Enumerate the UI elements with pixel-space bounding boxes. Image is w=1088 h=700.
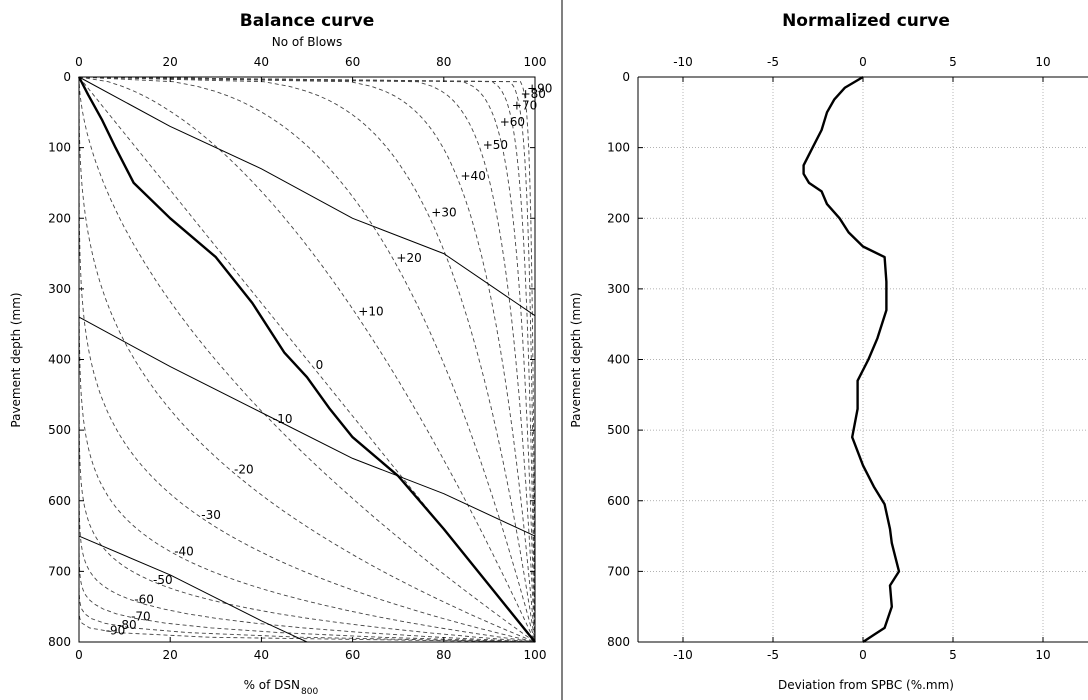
y-tick-label: 100	[607, 141, 630, 155]
y-tick-label: 100	[48, 141, 71, 155]
reference-curve-label: -50	[153, 573, 173, 587]
reference-curve-label: +30	[431, 206, 456, 220]
normalized-curve-panel: Normalized curve Deviation from SPBC (%.…	[569, 11, 1088, 692]
balance-curve-panel: Balance curve No of Blows % of DSN 800 P…	[9, 11, 552, 697]
reference-line	[78, 316, 536, 537]
reference-line	[78, 76, 536, 317]
y-tick-label: 400	[48, 353, 71, 367]
x2-tick-label: 100	[524, 55, 547, 69]
grid-lines	[638, 76, 1088, 643]
right-axes: -10-10-5-5005510100100200300400500600700…	[607, 55, 1088, 662]
right-y-axis-label: Pavement depth (mm)	[569, 292, 583, 427]
x2-tick-label: 0	[859, 55, 867, 69]
reference-curve	[78, 76, 536, 643]
x-tick-label: -10	[673, 648, 693, 662]
y-tick-label: 200	[48, 211, 71, 225]
x-tick-label: 20	[163, 648, 178, 662]
x2-tick-label: -10	[673, 55, 693, 69]
reference-curve-label: -90	[106, 624, 126, 638]
reference-curve-label: -30	[201, 508, 221, 522]
y-tick-label: 0	[63, 70, 71, 84]
reference-curve	[78, 77, 536, 643]
reference-curve-label: -20	[234, 463, 254, 477]
reference-curve-label: +60	[500, 115, 525, 129]
x-tick-label: -5	[767, 648, 779, 662]
balance-curve-line	[77, 76, 536, 643]
reference-curve-label: +70	[512, 98, 537, 112]
reference-curve-label: +20	[396, 251, 421, 265]
x-tick-label: 5	[949, 648, 957, 662]
reference-curve-label: +40	[461, 169, 486, 183]
x2-tick-label: 0	[75, 55, 83, 69]
y-tick-label: 300	[607, 282, 630, 296]
bottom-axis-label: % of DSN	[244, 678, 300, 692]
y-tick-label: 600	[607, 494, 630, 508]
right-x-axis-label: Deviation from SPBC (%.mm)	[778, 678, 954, 692]
reference-curve	[78, 76, 536, 642]
reference-curve-label: -40	[174, 545, 194, 559]
left-axes: 0020204040606080801001000100200300400500…	[48, 55, 546, 662]
x-tick-label: 40	[254, 648, 269, 662]
x-tick-label: 80	[436, 648, 451, 662]
x-tick-label: 10	[1035, 648, 1050, 662]
y-tick-label: 300	[48, 282, 71, 296]
x-tick-label: 0	[859, 648, 867, 662]
normalized-curve-line	[802, 75, 901, 644]
reference-curve-labels: +90+80+70 +60 +50 +40 +30 +20 +10 0 -10 -20 -30 -40…	[106, 81, 553, 637]
x2-tick-label: 20	[163, 55, 178, 69]
x-tick-label: 100	[524, 648, 547, 662]
data-series	[77, 76, 536, 643]
y-tick-label: 600	[48, 494, 71, 508]
reference-curve	[78, 76, 536, 643]
left-y-axis-label: Pavement depth (mm)	[9, 292, 23, 427]
x2-tick-label: 60	[345, 55, 360, 69]
reference-curve	[78, 76, 536, 643]
reference-curve-label: +10	[358, 305, 383, 319]
reference-curve-label: -70	[131, 610, 151, 624]
y-tick-label: 700	[48, 564, 71, 578]
y-tick-label: 500	[48, 423, 71, 437]
x2-tick-label: 5	[949, 55, 957, 69]
y-tick-label: 700	[607, 564, 630, 578]
reference-curve-label: 0	[316, 358, 324, 372]
x2-tick-label: 40	[254, 55, 269, 69]
bottom-axis-label-subscript: 800	[301, 687, 318, 697]
y-tick-label: 0	[622, 70, 630, 84]
reference-curve-label: -10	[273, 412, 293, 426]
y-tick-label: 800	[607, 635, 630, 649]
reference-curve-label: +90	[527, 81, 552, 95]
y-tick-label: 800	[48, 635, 71, 649]
reference-curve-label: +80	[521, 87, 546, 101]
data-series	[802, 75, 901, 644]
y-tick-label: 200	[607, 211, 630, 225]
y-tick-label: 400	[607, 353, 630, 367]
reference-curve	[78, 76, 536, 643]
reference-line	[78, 535, 308, 643]
x2-tick-label: 80	[436, 55, 451, 69]
reference-curve-label: -80	[117, 618, 137, 632]
reference-curve-label: +50	[483, 138, 508, 152]
y-tick-label: 500	[607, 423, 630, 437]
x-tick-label: 60	[345, 648, 360, 662]
normalized-chart-title: Normalized curve	[782, 11, 950, 31]
x2-tick-label: 10	[1035, 55, 1050, 69]
top-axis-label: No of Blows	[272, 35, 343, 49]
reference-curve	[78, 76, 536, 643]
reference-curve	[78, 76, 536, 643]
x-tick-label: 0	[75, 648, 83, 662]
x2-tick-label: -5	[767, 55, 779, 69]
balance-chart-title: Balance curve	[240, 11, 375, 31]
reference-curve-label: -60	[134, 593, 154, 607]
